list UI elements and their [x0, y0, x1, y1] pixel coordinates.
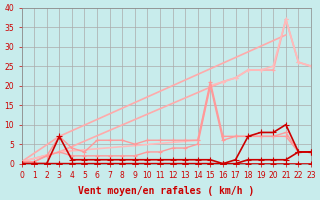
X-axis label: Vent moyen/en rafales ( km/h ): Vent moyen/en rafales ( km/h ) [78, 186, 254, 196]
